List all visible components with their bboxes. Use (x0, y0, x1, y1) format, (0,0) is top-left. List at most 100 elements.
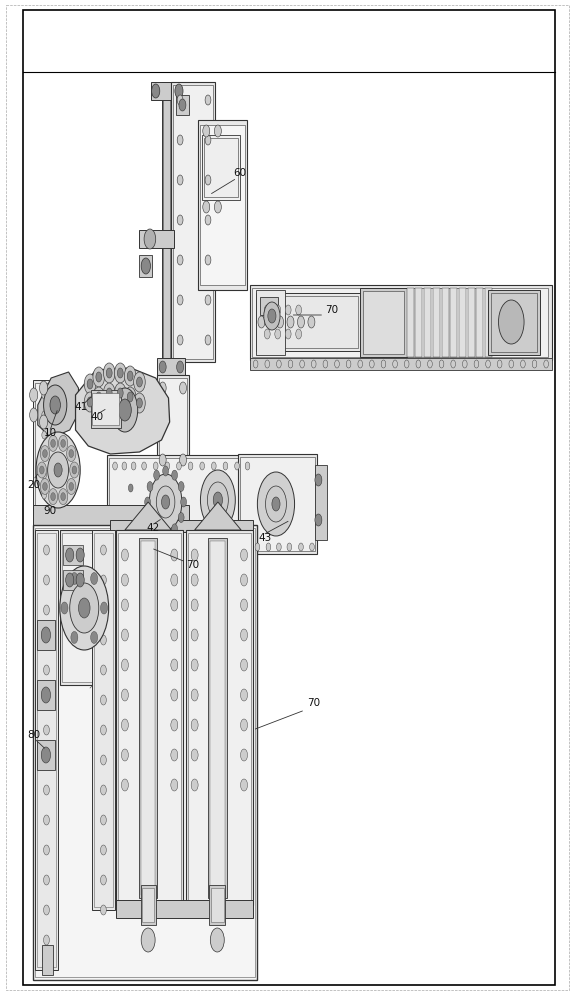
Circle shape (121, 689, 128, 701)
Circle shape (285, 305, 291, 315)
Circle shape (200, 470, 235, 530)
Circle shape (191, 779, 198, 791)
Circle shape (177, 215, 183, 225)
Text: 80: 80 (27, 730, 41, 740)
Bar (176, 95, 189, 115)
Circle shape (308, 316, 315, 328)
Circle shape (44, 905, 49, 915)
Circle shape (171, 574, 178, 586)
Circle shape (275, 329, 281, 339)
Bar (188, 533, 251, 902)
Circle shape (156, 486, 175, 518)
Circle shape (177, 255, 183, 265)
Circle shape (70, 583, 99, 633)
Circle shape (171, 470, 178, 480)
Bar (139, 538, 157, 898)
Circle shape (171, 689, 178, 701)
Circle shape (210, 928, 224, 952)
Circle shape (177, 335, 183, 345)
Bar (209, 885, 225, 925)
Circle shape (205, 175, 211, 185)
Bar (33, 525, 257, 980)
Circle shape (50, 396, 60, 414)
Bar (163, 82, 170, 382)
Bar (240, 457, 315, 551)
Polygon shape (195, 502, 241, 530)
Bar (35, 530, 58, 970)
Circle shape (36, 432, 80, 508)
Circle shape (101, 635, 106, 645)
Circle shape (163, 528, 168, 538)
Circle shape (101, 725, 106, 735)
Circle shape (335, 360, 339, 368)
Circle shape (152, 84, 160, 98)
Circle shape (296, 329, 302, 339)
Circle shape (93, 387, 105, 407)
Circle shape (124, 366, 136, 386)
Circle shape (106, 368, 112, 378)
Circle shape (264, 302, 280, 330)
Circle shape (509, 360, 514, 368)
Bar (151, 82, 183, 100)
Circle shape (51, 439, 55, 447)
Circle shape (153, 470, 159, 480)
Text: 70: 70 (186, 560, 199, 570)
Circle shape (285, 329, 291, 339)
Circle shape (171, 659, 178, 671)
Circle shape (96, 392, 102, 402)
Bar (459, 288, 466, 357)
Circle shape (207, 482, 228, 518)
Text: 60: 60 (234, 168, 247, 178)
Circle shape (163, 466, 168, 476)
Circle shape (113, 462, 117, 470)
Bar (424, 288, 431, 357)
Circle shape (171, 749, 178, 761)
Circle shape (358, 360, 363, 368)
Bar (92, 393, 119, 425)
Circle shape (127, 392, 133, 402)
Circle shape (76, 548, 84, 562)
Circle shape (67, 478, 76, 494)
Circle shape (265, 360, 270, 368)
Bar (35, 383, 53, 507)
Polygon shape (38, 372, 79, 438)
Circle shape (101, 605, 106, 615)
Circle shape (171, 779, 178, 791)
Circle shape (42, 471, 46, 479)
Circle shape (267, 316, 274, 328)
Bar (141, 885, 156, 925)
Circle shape (44, 385, 67, 425)
Circle shape (42, 391, 46, 399)
Circle shape (134, 372, 145, 392)
Circle shape (42, 411, 46, 419)
Circle shape (144, 229, 156, 249)
Circle shape (264, 329, 270, 339)
Bar (157, 375, 189, 475)
Circle shape (30, 388, 38, 402)
Bar (107, 455, 256, 550)
Circle shape (30, 408, 38, 422)
Circle shape (272, 497, 280, 511)
Circle shape (121, 629, 128, 641)
Polygon shape (76, 368, 170, 454)
Bar (250, 358, 552, 370)
Circle shape (44, 845, 49, 855)
Circle shape (44, 605, 49, 615)
Circle shape (205, 335, 211, 345)
Circle shape (44, 755, 49, 765)
Text: 42: 42 (146, 523, 160, 533)
Bar (118, 533, 181, 902)
Circle shape (121, 574, 128, 586)
Circle shape (257, 472, 295, 536)
Circle shape (145, 497, 150, 507)
Circle shape (134, 393, 145, 413)
Circle shape (61, 493, 66, 501)
Circle shape (171, 629, 178, 641)
Circle shape (191, 689, 198, 701)
Circle shape (188, 536, 193, 544)
Circle shape (177, 462, 181, 470)
Circle shape (91, 631, 98, 643)
Bar (485, 288, 492, 357)
Bar (37, 620, 55, 650)
Circle shape (41, 687, 51, 703)
